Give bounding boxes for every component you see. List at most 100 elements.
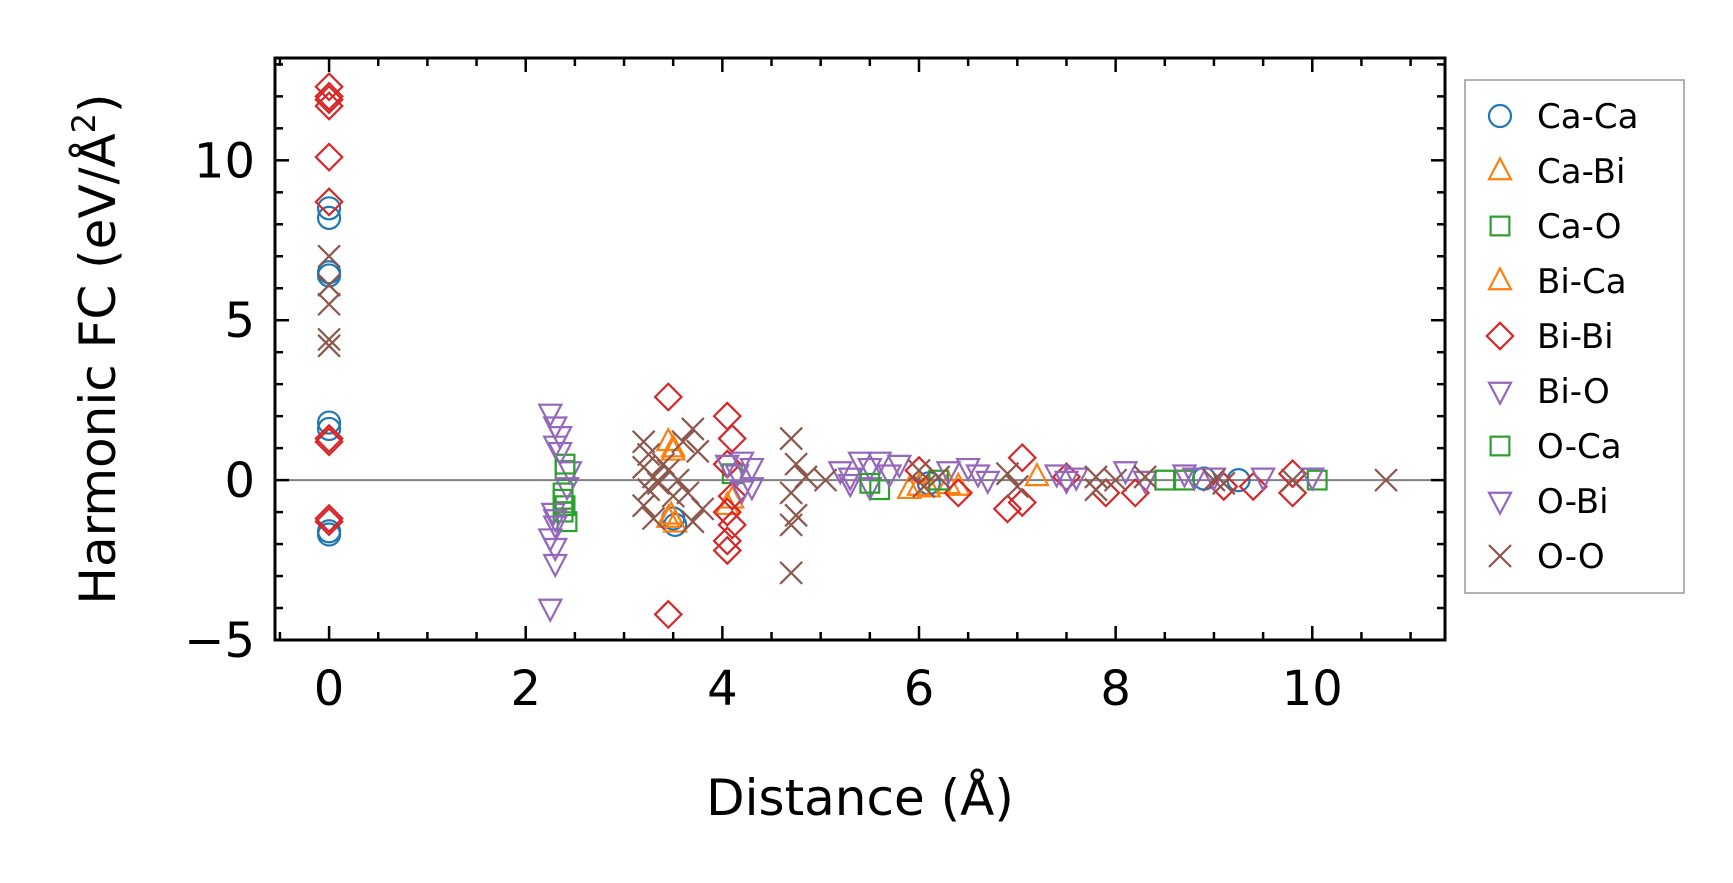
x-tick-label: 4: [707, 661, 738, 717]
data-point: [661, 484, 685, 508]
data-point: [1250, 467, 1276, 492]
data-point: [671, 429, 695, 454]
data-point: [974, 470, 1001, 496]
legend-marker: [1485, 321, 1515, 351]
data-point: [907, 458, 931, 483]
data-point: [1103, 468, 1128, 492]
legend-marker: [1487, 491, 1513, 517]
data-point: [912, 474, 936, 499]
legend-label: O-O: [1537, 537, 1605, 577]
data-point: [729, 451, 755, 476]
data-point: [712, 497, 743, 527]
points-layer: [314, 72, 1398, 630]
data-point: [316, 205, 342, 230]
data-point: [314, 423, 344, 454]
data-point: [857, 477, 883, 502]
data-point: [827, 461, 854, 486]
data-point: [316, 410, 342, 435]
data-point: [995, 461, 1020, 486]
x-tick-label: 6: [904, 661, 935, 717]
data-point: [712, 535, 743, 566]
data-point: [631, 429, 656, 454]
data-point: [1374, 468, 1398, 492]
data-point: [1133, 465, 1157, 489]
data-point: [739, 477, 765, 502]
x-tick-label: 10: [1282, 661, 1343, 717]
data-point: [314, 81, 344, 112]
data-point: [992, 494, 1023, 524]
data-point: [1299, 467, 1326, 492]
data-point: [1277, 458, 1308, 489]
y-tick-label: 10: [194, 133, 255, 189]
series-bi-bi: [314, 72, 1308, 630]
plot-frame: [273, 56, 1447, 642]
series-o-o: [317, 244, 1398, 585]
legend-item: O-Ca: [1489, 427, 1622, 467]
data-point: [943, 478, 974, 508]
data-point: [537, 598, 564, 624]
data-point: [926, 465, 951, 489]
legend-label: Bi-Ca: [1537, 262, 1627, 302]
legend-label: O-Bi: [1537, 482, 1609, 522]
data-point: [1212, 471, 1236, 496]
y-axis-label: Harmonic FC (eV/Å2): [65, 93, 127, 604]
data-point: [314, 506, 344, 537]
y-tick-label: 0: [224, 453, 255, 509]
series-ca-ca: [316, 196, 1251, 547]
data-point: [1007, 487, 1037, 518]
y-tick-label: 5: [224, 293, 255, 349]
data-point: [653, 382, 684, 412]
data-point: [886, 454, 913, 480]
data-point: [779, 426, 803, 451]
legend-label: Ca-Ca: [1537, 97, 1638, 137]
data-point: [316, 196, 342, 221]
legend-marker: [1489, 215, 1511, 237]
legend-marker: [1487, 155, 1513, 181]
data-point: [866, 451, 893, 476]
legend-label: O-Ca: [1537, 427, 1622, 467]
data-point: [1202, 468, 1226, 492]
data-point: [653, 599, 684, 630]
x-tick-label: 2: [510, 661, 541, 717]
data-point: [317, 334, 341, 358]
data-point: [859, 472, 881, 494]
data-point: [779, 561, 803, 585]
x-axis-label: Distance (Å): [706, 769, 1014, 827]
x-tick-label: 8: [1100, 661, 1131, 717]
data-point: [685, 439, 710, 464]
data-point: [314, 91, 344, 121]
data-point: [317, 273, 341, 297]
data-point: [636, 477, 661, 502]
legend-marker: [1488, 544, 1512, 568]
y-axis-label-close: ): [69, 93, 127, 113]
data-point: [662, 508, 688, 533]
data-point: [847, 451, 873, 476]
data-point: [717, 481, 747, 511]
legend-item: O-Bi: [1487, 482, 1609, 522]
data-point: [641, 506, 666, 531]
data-point: [554, 453, 576, 475]
data-point: [314, 426, 344, 457]
data-point: [813, 468, 838, 492]
data-point: [554, 477, 580, 502]
legend-marker: [1487, 381, 1513, 407]
data-point: [837, 473, 863, 499]
y-tick-label: −5: [184, 613, 255, 669]
data-point: [1063, 467, 1090, 492]
data-point: [896, 474, 922, 500]
legend-item: Ca-Bi: [1487, 152, 1625, 192]
data-point: [314, 84, 344, 115]
data-point: [1154, 469, 1176, 491]
data-point: [317, 292, 341, 317]
legend-marker: [1487, 103, 1513, 129]
data-point: [656, 458, 681, 483]
data-point: [314, 187, 344, 217]
data-point: [1084, 465, 1108, 489]
data-point: [314, 142, 344, 172]
data-point: [542, 435, 569, 460]
y-axis-label-main: Harmonic FC (eV/Å: [69, 133, 127, 604]
data-point: [1091, 478, 1121, 508]
data-point: [1024, 461, 1050, 487]
